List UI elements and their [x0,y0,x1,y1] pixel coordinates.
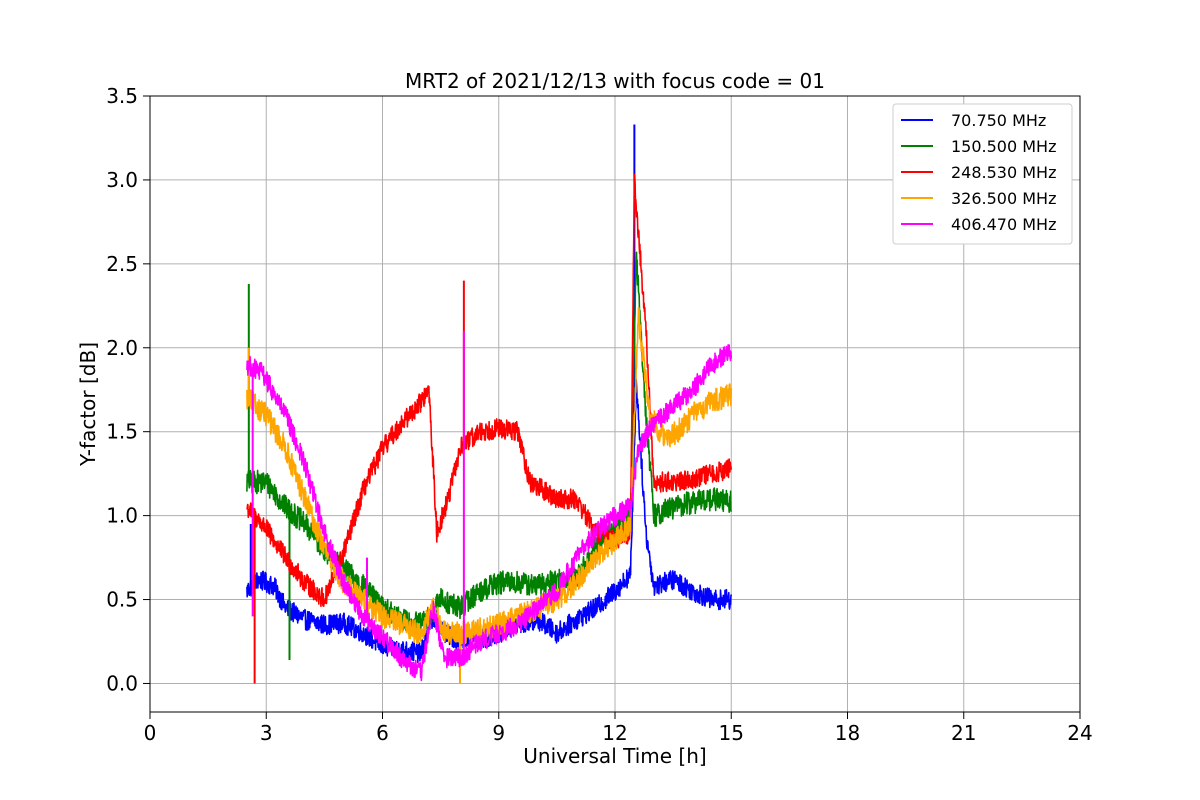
y-tick-label: 2.0 [106,336,138,360]
x-tick-label: 24 [1067,721,1092,745]
x-tick-label: 21 [951,721,976,745]
legend-box [892,103,1073,245]
x-tick-label: 9 [492,721,505,745]
y-tick-label: 2.5 [106,252,138,276]
x-tick-label: 0 [144,721,157,745]
y-tick-label: 3.0 [106,168,138,192]
x-tick-label: 15 [719,721,744,745]
series-4 [246,330,733,682]
legend-label: 326.500 MHz [951,189,1056,208]
x-tick-label: 6 [376,721,389,745]
legend-label: 150.500 MHz [951,137,1056,156]
series-line [246,344,733,682]
y-tick-label: 0.5 [106,588,138,612]
x-tick-label: 18 [835,721,860,745]
series-line [246,173,733,607]
ticks-layer: 0 3 6 9 12 15 18 21 24 0.0 0.5 1.0 1.5 2.0 2.5 3.0 3.5 [106,84,1093,745]
legend: 70.750 MHz 150.500 MHz 248.530 MHz 326.500 … [892,103,1073,245]
legend-label: 406.470 MHz [951,215,1056,234]
chart-title: MRT2 of 2021/12/13 with focus code = 01 [405,69,825,93]
series-layer [246,124,733,684]
x-axis-label: Universal Time [h] [523,744,706,768]
y-axis-label: Y-factor [dB] [76,342,100,467]
x-tick-label: 3 [260,721,273,745]
legend-label: 248.530 MHz [951,163,1056,182]
y-tick-label: 1.5 [106,420,138,444]
legend-label: 70.750 MHz [951,111,1046,130]
y-tick-label: 3.5 [106,84,138,108]
y-tick-label: 1.0 [106,504,138,528]
y-tick-label: 0.0 [106,671,138,695]
x-tick-label: 12 [602,721,627,745]
